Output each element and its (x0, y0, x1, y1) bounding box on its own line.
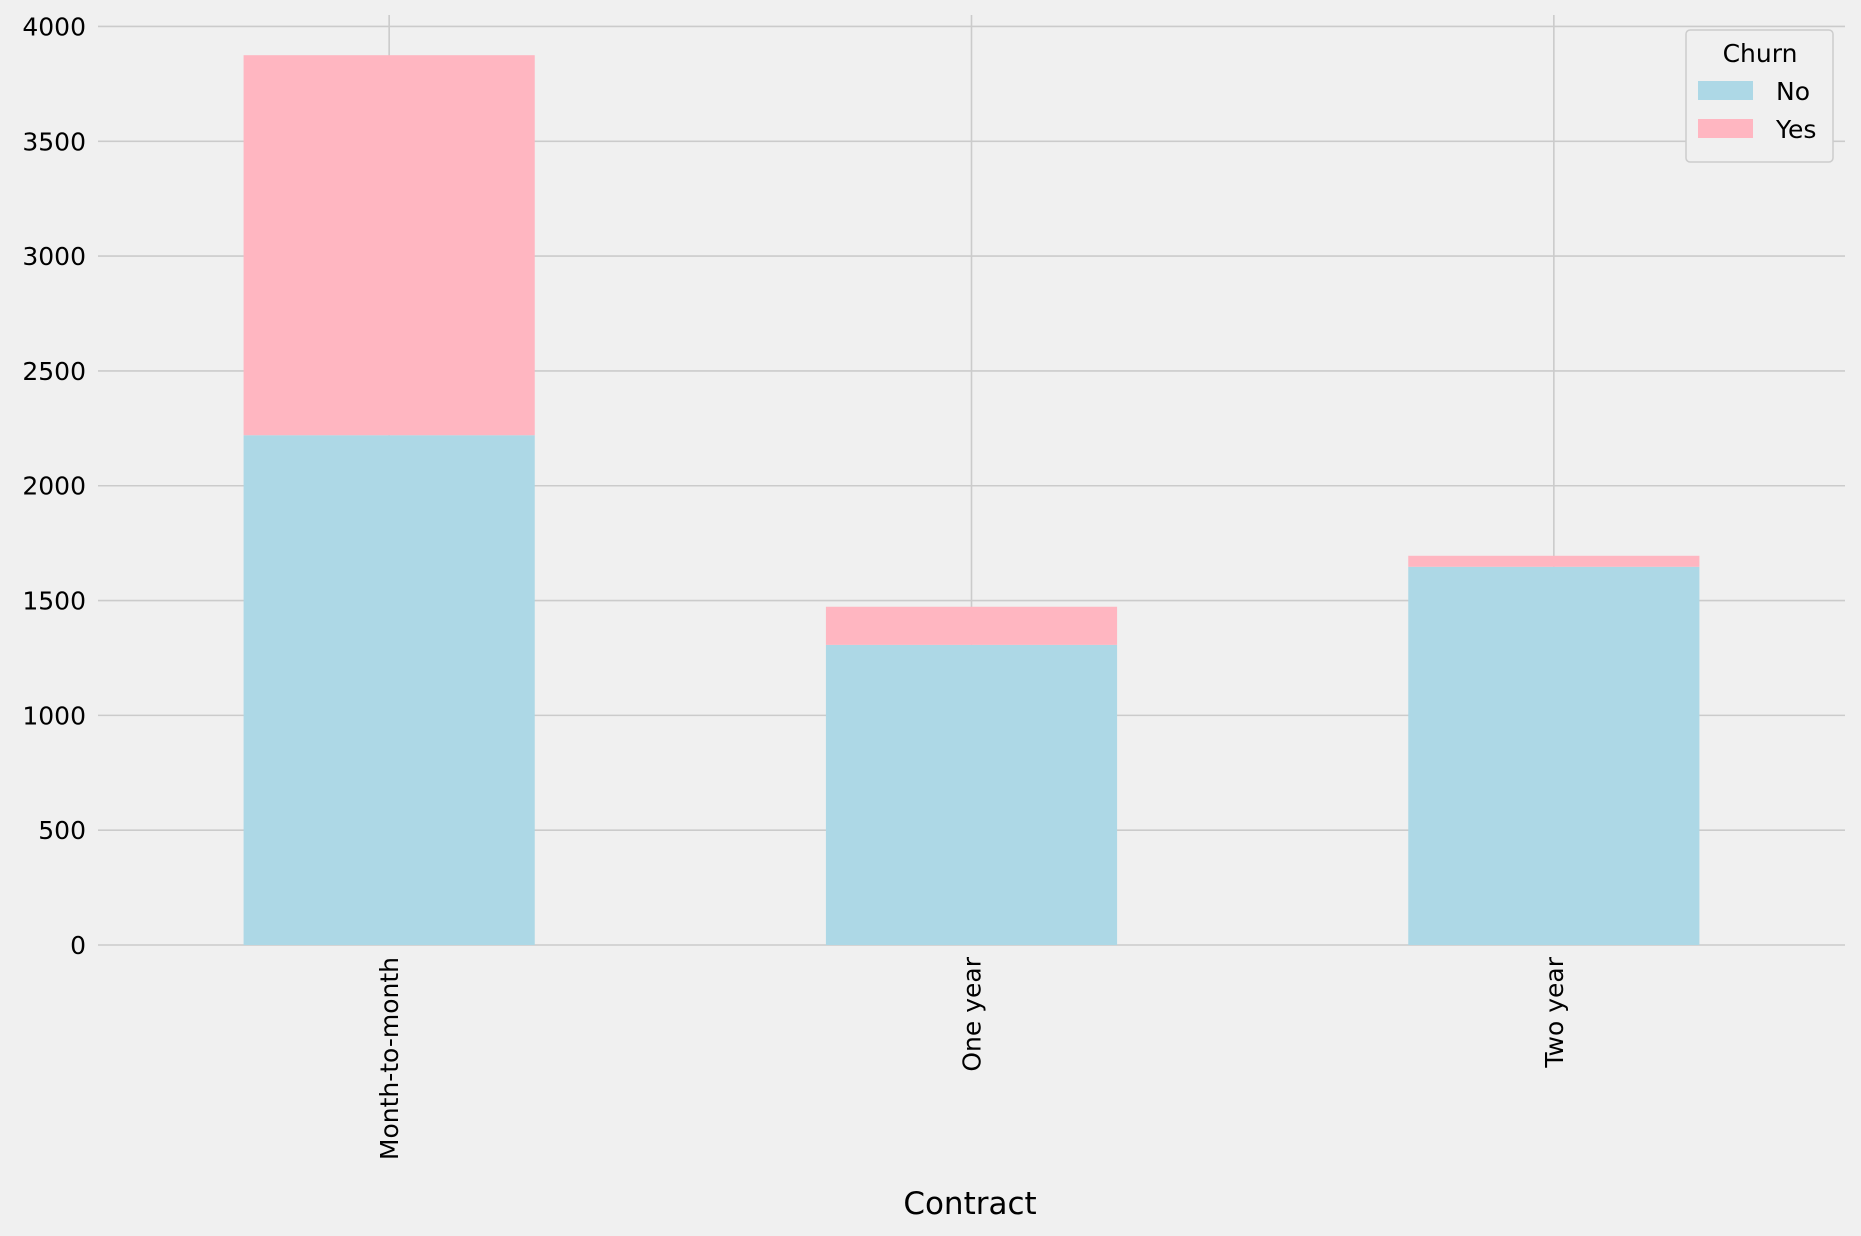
bar-yes-month-to-month (243, 55, 535, 436)
y-tick-label: 2000 (22, 472, 86, 501)
x-tick-label: Two year (1540, 956, 1569, 1068)
bar-yes-one-year (825, 606, 1118, 645)
y-tick-labels: 0 500 1000 1500 2000 2500 3000 3500 4000 (22, 12, 86, 960)
y-tick-label: 1000 (22, 701, 86, 730)
x-axis-title: Contract (903, 1186, 1036, 1222)
bar-no-two-year (1408, 566, 1700, 945)
x-tick-label: Month-to-month (375, 957, 404, 1160)
legend-label-no: No (1776, 77, 1810, 106)
y-tick-label: 2500 (22, 357, 86, 386)
y-tick-label: 3500 (22, 127, 86, 156)
legend-swatch-no (1698, 81, 1753, 100)
legend-label-yes: Yes (1775, 115, 1816, 144)
x-tick-labels: Month-to-month One year Two year (375, 956, 1569, 1160)
bar-no-one-year (825, 644, 1118, 945)
y-tick-label: 3000 (22, 242, 86, 271)
y-tick-label: 0 (70, 931, 86, 960)
bar-yes-two-year (1408, 555, 1700, 567)
legend-swatch-yes (1698, 119, 1753, 138)
legend-title: Churn (1723, 39, 1798, 68)
bar-no-month-to-month (243, 435, 535, 945)
legend-items: No Yes (1698, 77, 1816, 144)
legend: Churn No Yes (1685, 29, 1834, 163)
x-tick-label: One year (958, 956, 987, 1071)
y-tick-label: 1500 (22, 587, 86, 616)
y-tick-label: 500 (38, 816, 86, 845)
bars (243, 55, 1700, 945)
y-tick-label: 4000 (22, 12, 86, 41)
